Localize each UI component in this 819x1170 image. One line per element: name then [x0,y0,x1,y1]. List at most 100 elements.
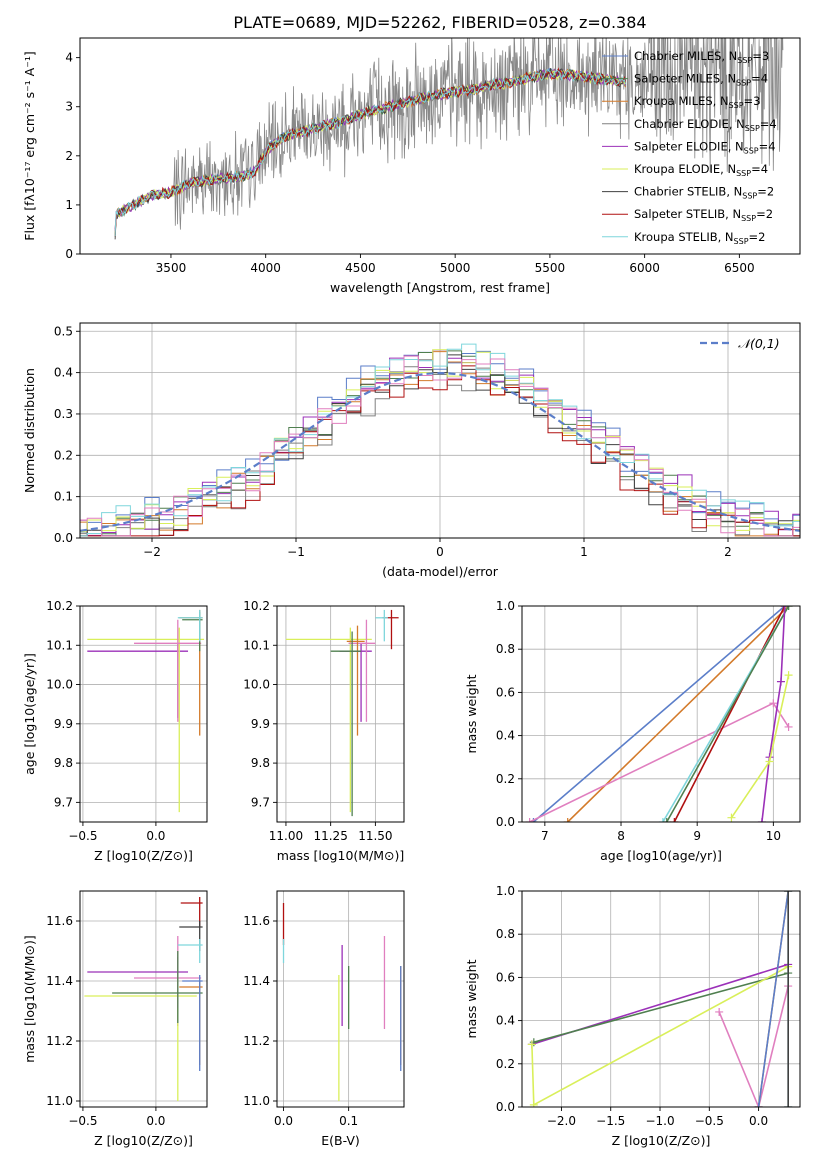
y-tick-label: 0.2 [54,448,73,462]
plot-area [87,609,205,813]
mass-weight-point-marker [525,818,534,822]
x-tick-label: 11.50 [358,829,392,843]
legend-label: Salpeter ELODIE, NSSP=4 [634,139,776,155]
mass-weight-point-marker [670,818,679,822]
x-tick-label: −1.5 [596,1114,625,1128]
model-spectrum-line [114,68,626,240]
y-tick-label: 0.1 [54,490,73,504]
legend-label-sub: SSP [736,169,751,178]
legend-label: Chabrier ELODIE, NSSP=4 [634,117,777,133]
mass-weight-point-marker [784,1103,793,1107]
legend-label-main: Salpeter STELIB, N [634,207,741,221]
legend-label-main: Salpeter ELODIE, N [634,139,744,153]
mass-weight-point-marker [529,1038,538,1047]
x-tick-label: −0.5 [68,829,97,843]
plot-area [282,903,402,1101]
axes-frame [276,890,405,1108]
spectrum-panel: 3500 4000 4500 5000 5500 6000 6500 0 1 2 3 4 wavelen… [22,37,801,295]
y-tick-label: 0.4 [54,366,73,380]
y-tick-label: 9.8 [251,756,270,770]
legend-label-sub: SSP [744,146,759,155]
model-spectrum-line [114,69,626,237]
legend-label-tail: =3 [744,94,761,108]
y-tick-label: 0.6 [496,685,515,699]
mass-weight-series-line [761,606,786,822]
y-tick-label: 0.8 [496,642,515,656]
axes-frame [521,605,801,823]
x-tick-label: 0.0 [749,1114,768,1128]
x-axis-label: Z [log10(Z/Z⊙)] [612,1133,711,1148]
y-tick-label: 1.0 [496,884,515,898]
mass-weight-series-line [673,606,786,822]
x-tick-label: 2 [724,545,732,559]
mass-weight-point-marker [780,606,789,610]
mass-weight-point-marker [784,891,793,895]
y-axis-label: Normed distribution [22,368,37,493]
x-tick-label: −1 [287,545,305,559]
axes-frame [521,890,801,1108]
legend-label-tail: =4 [751,162,768,176]
x-tick-label: 3500 [156,261,187,275]
y-tick-label: 0.8 [496,927,515,941]
residuals-panel: −2 −1 0 1 2 0.0 0.1 0.2 0.3 0.4 0.5 (data-model)/er… [22,322,801,579]
mass-weight-series-line [529,702,790,822]
legend-label: Salpeter MILES, NSSP=4 [634,72,768,88]
observed-spectrum-line [114,38,784,238]
x-tick-label: 5500 [535,261,566,275]
legend-label: Salpeter STELIB, NSSP=2 [634,207,773,223]
x-tick-label: 0.1 [339,1114,358,1128]
y-tick-label: 0.6 [496,970,515,984]
mass-weight-point-marker [765,757,774,766]
age-vs-metallicity-panel: −0.5 0.0 9.7 9.8 9.9 10.0 10.1 10.2 Z [log10(Z/Z… [22,599,208,863]
legend-label: Chabrier STELIB, NSSP=2 [634,185,774,201]
axes-frame [276,605,405,823]
mass-weight-point-marker [784,671,793,680]
axes-frame [79,890,208,1108]
legend-label-sub: SSP [741,214,756,223]
legend-label-tail: =2 [757,185,774,199]
y-tick-label: 11.4 [46,974,73,988]
y-tick-label: 11.0 [46,1094,73,1108]
legend-label: Kroupa STELIB, NSSP=2 [634,230,765,246]
x-tick-label: 5000 [440,261,471,275]
plot-area [80,343,800,537]
legend-label-tail: =4 [751,72,768,86]
x-tick-label: 4500 [345,261,376,275]
model-spectrum-line [114,67,626,237]
x-tick-label: −1.0 [645,1114,674,1128]
y-axis-label: mass weight [464,674,479,753]
x-tick-label: −2.0 [547,1114,576,1128]
x-tick-label: 0.0 [274,1114,293,1128]
y-tick-label: 1 [65,198,73,212]
legend-label: Chabrier MILES, NSSP=3 [634,49,769,65]
y-tick-label: 0.3 [54,407,73,421]
y-axis-label: age [log10(age/yr)] [22,653,37,775]
plot-area [114,38,784,240]
histogram-step-line [80,343,800,537]
y-tick-label: 0.4 [496,729,515,743]
y-tick-label: 9.7 [54,795,73,809]
x-axis-label: E(B-V) [321,1133,360,1148]
legend-label-sub: SSP [734,237,749,246]
mass-weight-point-marker [715,1007,724,1016]
legend-label-main: Chabrier MILES, N [634,49,737,63]
legend-label-tail: =4 [760,117,777,131]
x-axis-label: Z [log10(Z/Z⊙)] [94,1133,193,1148]
axes-frame [79,605,208,823]
figure-title: PLATE=0689, MJD=52262, FIBERID=0528, z=0… [233,13,646,32]
mass-weight-point-marker [757,818,766,822]
x-tick-label: 1 [580,545,588,559]
x-tick-label: −0.5 [68,1114,97,1128]
legend-label-sub: SSP [742,192,757,201]
x-axis-label: Z [log10(Z/Z⊙)] [94,848,193,863]
y-tick-label: 9.9 [251,717,270,731]
x-tick-label: 4000 [250,261,281,275]
y-tick-label: 11.2 [46,1034,73,1048]
mass-weight-series-line [757,891,789,1107]
gaussian-reference-curve [80,371,800,532]
histogram-step-line [80,355,800,537]
legend-label: Kroupa MILES, NSSP=3 [634,94,760,110]
y-tick-label: 11.6 [243,914,270,928]
legend-label-tail: =2 [756,207,773,221]
y-tick-label: 10.0 [243,678,270,692]
